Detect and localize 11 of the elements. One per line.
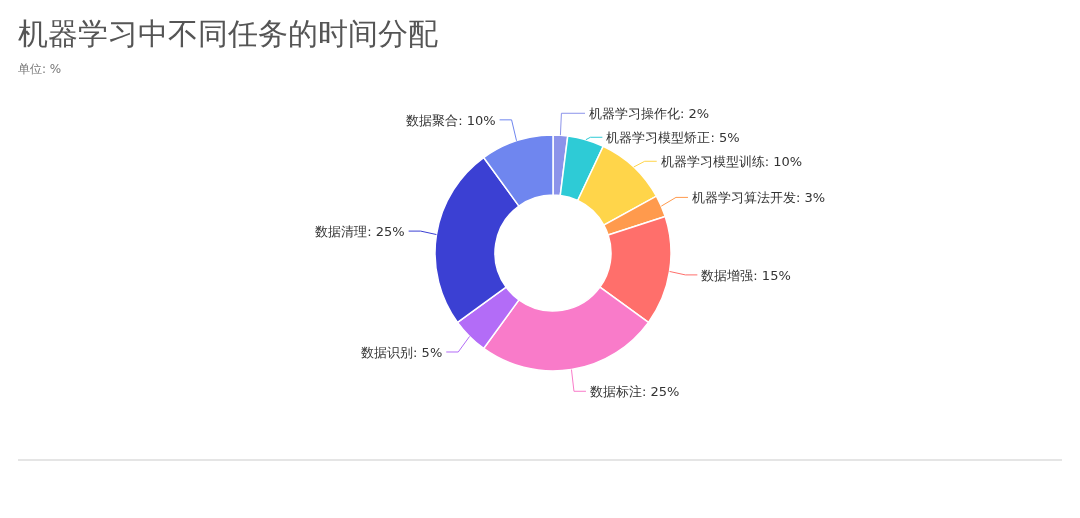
slice-label: 数据标注: 25% [589,384,680,400]
text: 单位: % [18,62,62,76]
slice-label: 机器学习算法开发: 3% [691,190,826,206]
chart-title: 机器学习中不同任务的时间分配 [18,16,438,51]
slice-label: 数据清理: 25% [315,224,405,240]
slice-label: 数据增强: 15% [701,267,791,283]
slice-label: 机器学习操作化: 2% [589,106,710,122]
slice-label: 数据识别: 5% [361,344,443,360]
slice-label: 机器学习模型训练: 10% [660,154,803,170]
slice-label: 机器学习模型矫正: 5% [606,130,740,146]
slice-label: 数据聚合: 10% [406,112,496,128]
